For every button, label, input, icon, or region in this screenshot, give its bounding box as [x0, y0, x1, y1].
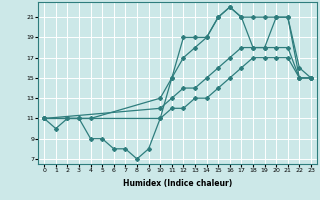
X-axis label: Humidex (Indice chaleur): Humidex (Indice chaleur) — [123, 179, 232, 188]
